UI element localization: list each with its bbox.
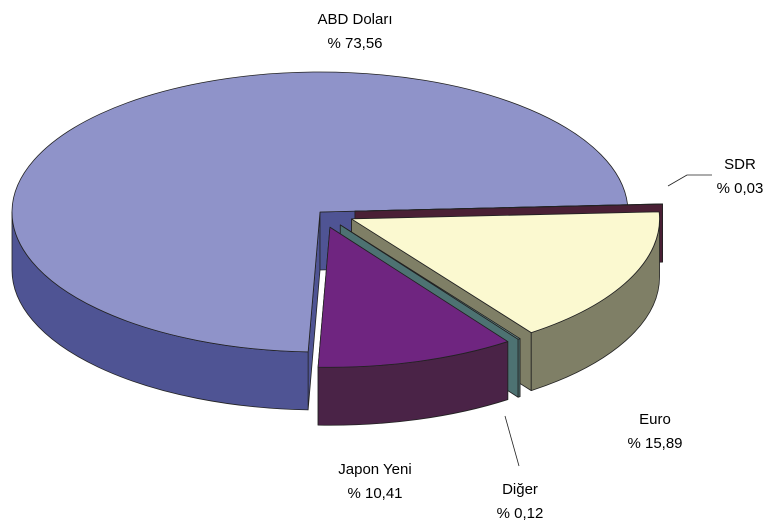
slice [11,71,628,353]
slice-value-label: % 10,41 [347,485,402,502]
slice-name: Japon Yeni [338,461,411,478]
slice [354,203,663,212]
slice-name: Diğer [502,481,538,498]
slice-name: SDR [724,156,756,173]
slice-name: Euro [639,411,671,428]
slice-side [517,338,521,398]
slice [317,226,509,368]
slice-value-label: % 73,56 [327,35,382,52]
slice-value-label: % 0,03 [717,180,764,197]
slice-name: ABD Doları [317,11,392,28]
slice-value-label: % 15,89 [627,435,682,452]
slice [351,211,660,334]
leader-line [504,415,520,467]
slice-value-label: % 0,12 [497,505,544,522]
leader-line [667,174,712,187]
slice [339,224,521,340]
